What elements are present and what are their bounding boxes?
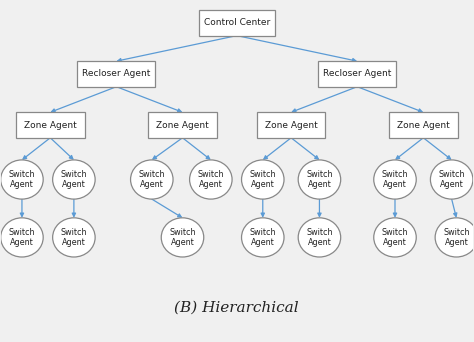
Text: Switch
Agent: Switch Agent — [249, 170, 276, 189]
Text: Switch
Agent: Switch Agent — [169, 228, 196, 247]
FancyBboxPatch shape — [77, 61, 155, 87]
FancyBboxPatch shape — [199, 10, 274, 36]
Text: Switch
Agent: Switch Agent — [138, 170, 165, 189]
Ellipse shape — [430, 160, 473, 199]
Ellipse shape — [190, 160, 232, 199]
Ellipse shape — [0, 160, 43, 199]
Ellipse shape — [298, 218, 341, 257]
Text: Switch
Agent: Switch Agent — [249, 228, 276, 247]
Ellipse shape — [130, 160, 173, 199]
Ellipse shape — [53, 160, 95, 199]
Text: Switch
Agent: Switch Agent — [382, 228, 408, 247]
Ellipse shape — [435, 218, 474, 257]
Text: Control Center: Control Center — [204, 18, 270, 27]
Text: Switch
Agent: Switch Agent — [306, 170, 333, 189]
Ellipse shape — [242, 160, 284, 199]
Text: Switch
Agent: Switch Agent — [438, 170, 465, 189]
Text: Zone Agent: Zone Agent — [24, 120, 77, 130]
Ellipse shape — [53, 218, 95, 257]
Text: Zone Agent: Zone Agent — [397, 120, 450, 130]
Text: Switch
Agent: Switch Agent — [306, 228, 333, 247]
FancyBboxPatch shape — [148, 112, 217, 138]
FancyBboxPatch shape — [318, 61, 396, 87]
Ellipse shape — [374, 160, 416, 199]
Text: Switch
Agent: Switch Agent — [9, 228, 35, 247]
FancyBboxPatch shape — [16, 112, 84, 138]
Text: Zone Agent: Zone Agent — [265, 120, 318, 130]
Text: Switch
Agent: Switch Agent — [443, 228, 470, 247]
Text: Switch
Agent: Switch Agent — [9, 170, 35, 189]
Text: Switch
Agent: Switch Agent — [198, 170, 224, 189]
Text: Switch
Agent: Switch Agent — [61, 170, 87, 189]
FancyBboxPatch shape — [389, 112, 457, 138]
Text: Switch
Agent: Switch Agent — [382, 170, 408, 189]
Ellipse shape — [242, 218, 284, 257]
Text: Switch
Agent: Switch Agent — [61, 228, 87, 247]
Ellipse shape — [0, 218, 43, 257]
Ellipse shape — [161, 218, 204, 257]
Text: Zone Agent: Zone Agent — [156, 120, 209, 130]
Ellipse shape — [298, 160, 341, 199]
FancyBboxPatch shape — [257, 112, 325, 138]
Text: (B) Hierarchical: (B) Hierarchical — [174, 300, 299, 314]
Text: Recloser Agent: Recloser Agent — [82, 69, 151, 78]
Text: Recloser Agent: Recloser Agent — [323, 69, 392, 78]
Ellipse shape — [374, 218, 416, 257]
